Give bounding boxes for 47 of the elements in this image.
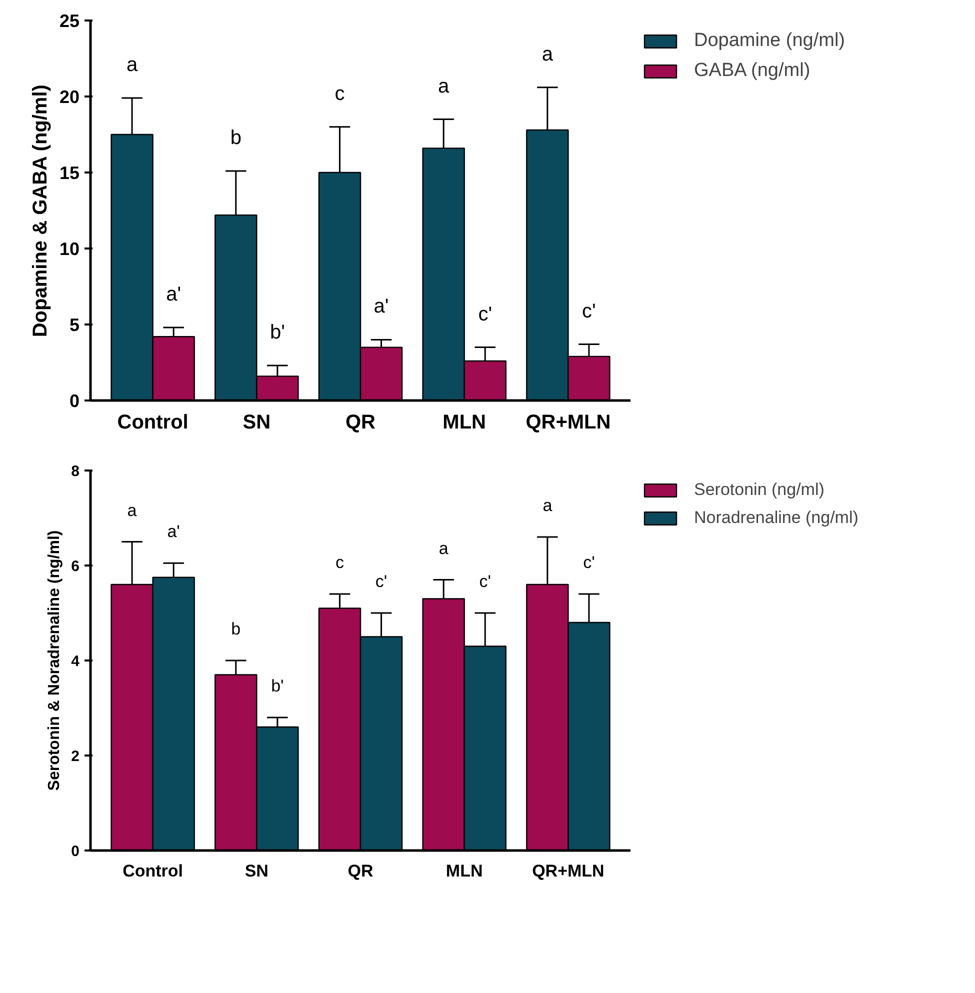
x-tick-label: SN bbox=[244, 862, 268, 880]
y-tick-label: 4 bbox=[71, 653, 80, 670]
y-tick-label: 10 bbox=[59, 239, 80, 259]
y-axis-title: Serotonin & Noradrenaline (ng/ml) bbox=[46, 530, 64, 791]
annotation: a bbox=[542, 43, 554, 66]
y-tick-label: 0 bbox=[69, 391, 80, 411]
annotation: a bbox=[126, 54, 138, 76]
x-tick-label: MLN bbox=[446, 862, 483, 880]
annotation: a bbox=[127, 500, 138, 520]
annotation: c bbox=[334, 82, 345, 105]
y-tick-label: 0 bbox=[71, 843, 80, 860]
annotation: c bbox=[335, 553, 344, 572]
annotation: b' bbox=[270, 322, 285, 344]
x-tick-label: Control bbox=[122, 862, 184, 880]
annotation: c' bbox=[583, 553, 595, 572]
annotation: b bbox=[230, 126, 242, 149]
legend-label: Serotonin (ng/ml) bbox=[694, 480, 824, 500]
x-tick-label: SN bbox=[242, 412, 271, 434]
annotation: c' bbox=[478, 303, 492, 326]
annotation: c' bbox=[375, 572, 388, 591]
annotation: c' bbox=[582, 300, 596, 322]
annotation: b bbox=[231, 620, 241, 638]
annotation: c' bbox=[479, 572, 491, 591]
x-tick-label: MLN bbox=[442, 412, 486, 434]
y-axis-title: Dopamine & GABA (ng/ml) bbox=[29, 84, 52, 338]
legend-label: GABA (ng/ml) bbox=[694, 60, 810, 82]
y-tick-label: 15 bbox=[59, 163, 80, 183]
y-tick-label: 6 bbox=[71, 558, 80, 575]
x-tick-label: QR+MLN bbox=[526, 412, 611, 434]
legend-label: Dopamine (ng/ml) bbox=[694, 30, 845, 52]
annotation: a' bbox=[167, 522, 180, 542]
legend-label: Noradrenaline (ng/ml) bbox=[694, 508, 858, 528]
y-tick-label: 20 bbox=[59, 87, 80, 107]
annotation: a' bbox=[166, 284, 182, 306]
annotation: a bbox=[542, 496, 553, 515]
y-tick-label: 2 bbox=[71, 748, 80, 765]
x-tick-label: QR bbox=[346, 412, 376, 434]
annotation: a bbox=[438, 538, 449, 558]
annotation: b' bbox=[271, 676, 284, 696]
y-tick-label: 5 bbox=[69, 315, 80, 335]
annotation: a' bbox=[374, 296, 389, 318]
x-tick-label: QR bbox=[348, 862, 374, 880]
y-tick-label: 8 bbox=[71, 463, 80, 480]
x-tick-label: QR+MLN bbox=[532, 862, 604, 880]
x-tick-label: Control bbox=[117, 412, 188, 434]
annotation: a bbox=[438, 75, 450, 98]
y-tick-label: 25 bbox=[59, 11, 80, 31]
